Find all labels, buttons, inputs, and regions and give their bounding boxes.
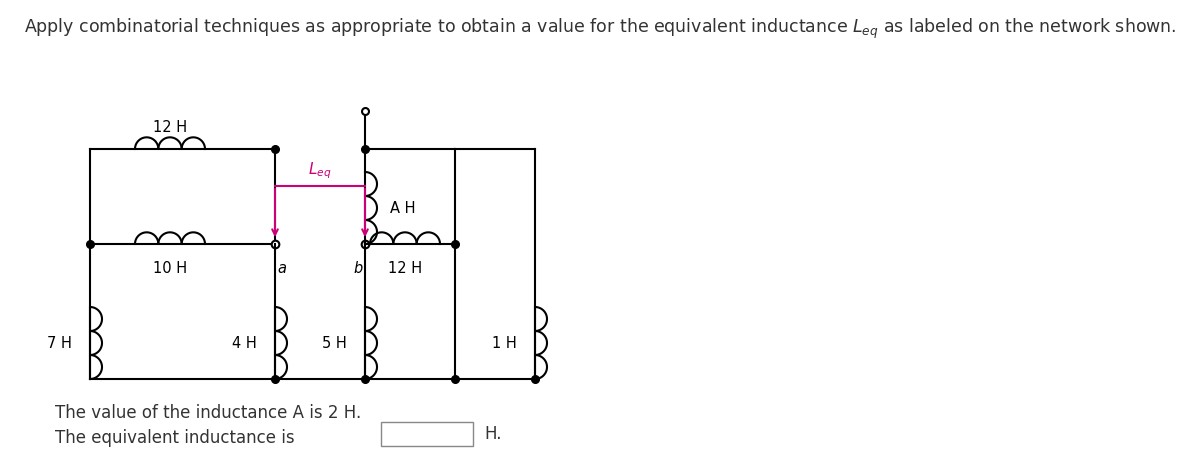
Text: Apply combinatorial techniques as appropriate to obtain a value for the equivale: Apply combinatorial techniques as approp… [24,17,1176,41]
Text: 5 H: 5 H [323,336,347,351]
Text: 1 H: 1 H [492,336,517,351]
Text: b: b [353,261,362,276]
Text: $L_{eq}$: $L_{eq}$ [308,160,331,181]
FancyBboxPatch shape [382,422,473,446]
Text: H.: H. [484,425,502,443]
Text: 7 H: 7 H [47,336,72,351]
Text: 4 H: 4 H [233,336,257,351]
Text: 12 H: 12 H [388,261,422,276]
Text: 12 H: 12 H [152,120,187,135]
Text: A H: A H [390,201,415,215]
Text: 10 H: 10 H [152,261,187,276]
Text: a: a [277,261,287,276]
Text: The value of the inductance A is 2 H.: The value of the inductance A is 2 H. [55,404,361,422]
Text: The equivalent inductance is: The equivalent inductance is [55,429,295,447]
